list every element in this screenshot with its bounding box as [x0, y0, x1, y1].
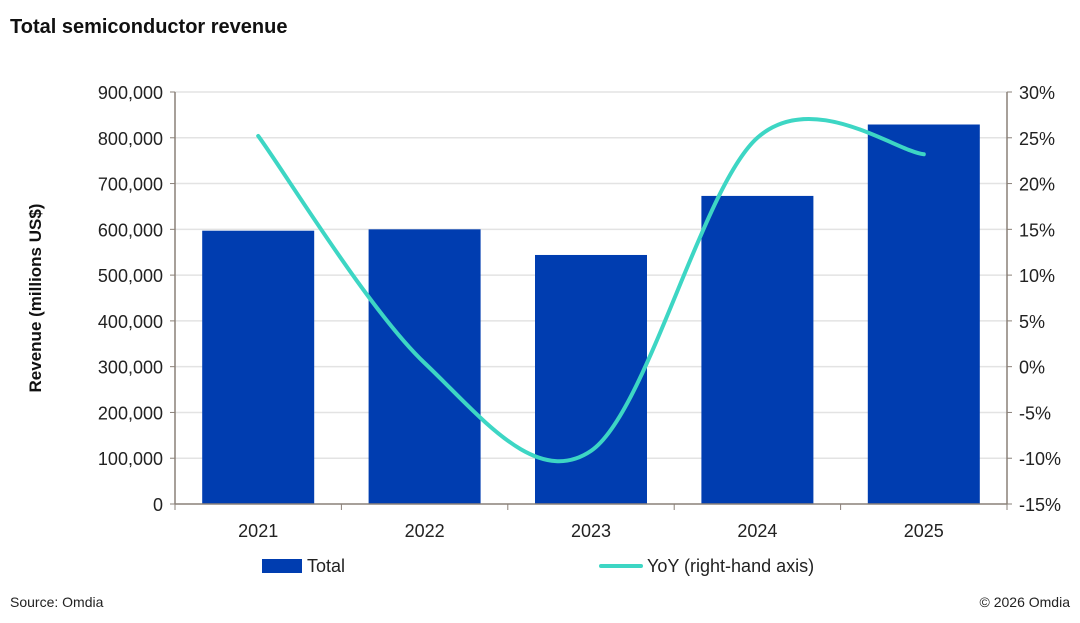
y-tick-label: 800,000	[98, 129, 163, 149]
bar-2024	[701, 195, 814, 504]
x-tick-label: 2021	[238, 521, 278, 541]
y2-tick-label: 10%	[1019, 266, 1055, 286]
y-tick-label: 0	[153, 495, 163, 515]
y-tick-label: 700,000	[98, 175, 163, 195]
y2-tick-label: 30%	[1019, 83, 1055, 103]
y2-tick-label: 15%	[1019, 220, 1055, 240]
legend-label-total: Total	[307, 556, 345, 576]
bar-2025	[867, 124, 980, 504]
legend-label-yoy: YoY (right-hand axis)	[647, 556, 814, 576]
yoy-line	[256, 116, 926, 464]
x-tick-label: 2025	[904, 521, 944, 541]
legend-swatch-total	[262, 559, 302, 573]
y-axis-label: Revenue (millions US$)	[26, 204, 45, 393]
copyright-note: © 2026 Omdia	[979, 594, 1070, 610]
y-tick-label: 400,000	[98, 312, 163, 332]
y-tick-label: 300,000	[98, 358, 163, 378]
chart-title: Total semiconductor revenue	[10, 16, 288, 38]
x-tick-label: 2024	[737, 521, 777, 541]
y-tick-label: 900,000	[98, 83, 163, 103]
x-tick-label: 2022	[405, 521, 445, 541]
bar-2021	[202, 230, 315, 504]
bar-2022	[368, 229, 481, 505]
y-tick-label: 200,000	[98, 403, 163, 423]
y2-tick-label: -15%	[1019, 495, 1061, 515]
y-tick-label: 100,000	[98, 449, 163, 469]
y2-tick-label: -10%	[1019, 449, 1061, 469]
source-note: Source: Omdia	[10, 594, 104, 610]
y-tick-label: 500,000	[98, 266, 163, 286]
y2-tick-label: 5%	[1019, 312, 1045, 332]
x-tick-label: 2023	[571, 521, 611, 541]
y2-tick-label: 0%	[1019, 358, 1045, 378]
y2-tick-label: -5%	[1019, 403, 1051, 423]
bar-2023	[535, 254, 647, 504]
y2-tick-label: 25%	[1019, 129, 1055, 149]
y2-tick-label: 20%	[1019, 175, 1055, 195]
y-tick-label: 600,000	[98, 220, 163, 240]
